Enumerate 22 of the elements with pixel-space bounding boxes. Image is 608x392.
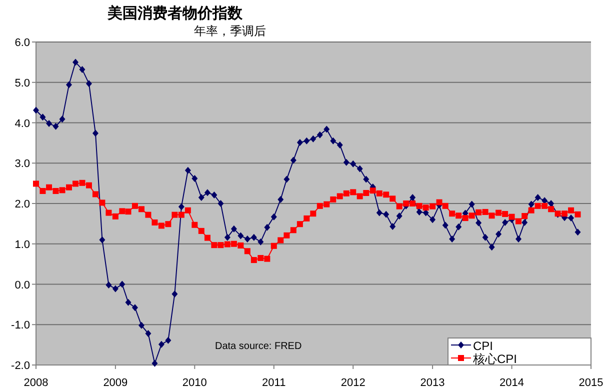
y-tick-label: 0.0: [14, 279, 30, 292]
x-tick-label: 2015: [578, 377, 604, 389]
annotation: Data source: FRED: [215, 341, 302, 352]
x-tick-label: 2012: [340, 377, 366, 389]
y-tick-label: 2.0: [14, 198, 30, 210]
y-tick-label: 3.0: [14, 158, 30, 170]
chart-subtitle: 年率，季调后: [194, 24, 266, 38]
chart-title: 美国消费者物价指数: [106, 4, 244, 22]
y-tick-label: -2.0: [11, 360, 30, 372]
y-tick-label: 5.0: [14, 77, 30, 90]
x-tick-label: 2011: [262, 377, 286, 389]
x-tick-label: 2010: [182, 377, 207, 389]
legend-label: CPI: [473, 339, 494, 353]
legend-label: 核心CPI: [472, 352, 518, 366]
y-tick-label: 1.0: [14, 238, 30, 251]
x-tick-label: 2013: [420, 377, 445, 389]
y-tick-label: 6.0: [14, 37, 30, 49]
y-tick-label: -1.0: [11, 320, 30, 332]
x-tick-label: 2014: [500, 377, 524, 389]
x-tick-label: 2009: [103, 377, 128, 389]
y-tick-label: 4.0: [14, 118, 30, 130]
x-tick-label: 2008: [24, 377, 48, 389]
